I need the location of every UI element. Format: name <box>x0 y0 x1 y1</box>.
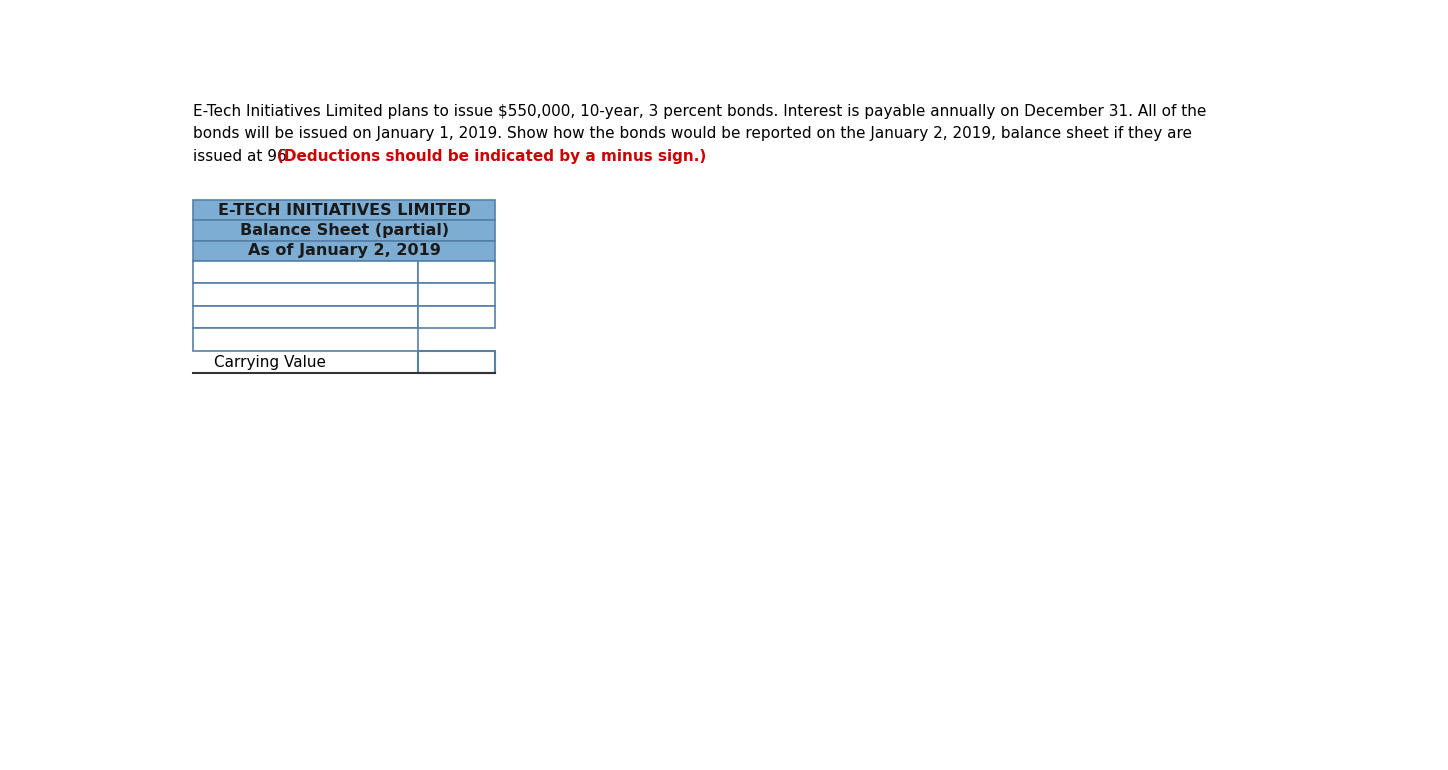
Bar <box>194 328 418 351</box>
Bar <box>418 306 495 328</box>
Bar <box>194 283 418 306</box>
Bar <box>194 240 495 261</box>
Text: E-Tech Initiatives Limited plans to issue $550,000, 10-year, 3 percent bonds. In: E-Tech Initiatives Limited plans to issu… <box>194 104 1206 119</box>
Text: issued at 96.: issued at 96. <box>194 149 297 164</box>
Bar <box>418 351 495 373</box>
Bar <box>194 220 495 240</box>
Bar <box>194 200 495 220</box>
Bar <box>194 261 418 283</box>
Text: Carrying Value: Carrying Value <box>213 355 326 370</box>
Text: (Deductions should be indicated by a minus sign.): (Deductions should be indicated by a min… <box>278 149 707 164</box>
Bar <box>418 261 495 283</box>
Text: As of January 2, 2019: As of January 2, 2019 <box>248 243 440 258</box>
Text: bonds will be issued on January 1, 2019. Show how the bonds would be reported on: bonds will be issued on January 1, 2019.… <box>194 126 1192 142</box>
Text: Balance Sheet (partial): Balance Sheet (partial) <box>240 223 449 238</box>
Bar <box>418 283 495 306</box>
Bar <box>194 306 418 328</box>
Text: E-TECH INITIATIVES LIMITED: E-TECH INITIATIVES LIMITED <box>217 203 471 218</box>
